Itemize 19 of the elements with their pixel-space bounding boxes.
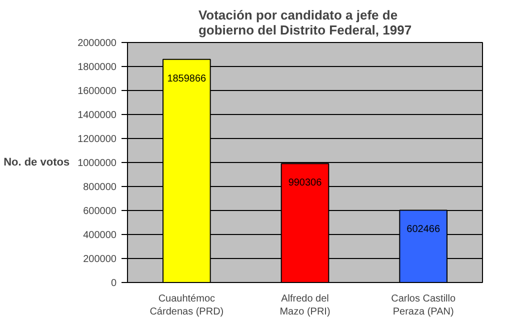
y-tick-label: 200000 xyxy=(83,254,117,265)
x-tick-label: Alfredo del Mazo (PRI) xyxy=(280,294,330,318)
x-tick-label: Carlos Castillo Peraza (PAN) xyxy=(391,294,456,318)
chart-title: Votación por candidato a jefe de gobierno del Distrito Federal, 1997 xyxy=(198,8,412,38)
y-tick-label: 400000 xyxy=(83,230,117,241)
y-tick-label: 1000000 xyxy=(78,158,117,169)
y-tick-label: 1200000 xyxy=(78,134,117,145)
x-tick-label: Cuauhtémoc Cárdenas (PRD) xyxy=(150,294,224,318)
y-tick-label: 2000000 xyxy=(78,38,117,49)
data-label: 1859866 xyxy=(167,73,207,84)
data-label: 990306 xyxy=(288,178,322,189)
y-axis-title: No. de votos xyxy=(4,156,70,168)
y-tick-label: 1800000 xyxy=(78,62,117,73)
y-tick-label: 600000 xyxy=(83,206,117,217)
y-tick-label: 1400000 xyxy=(78,110,117,121)
y-tick-label: 1600000 xyxy=(78,86,117,97)
y-tick-label: 800000 xyxy=(83,182,117,193)
y-tick-label: 0 xyxy=(110,278,117,289)
data-label: 602466 xyxy=(406,224,440,236)
